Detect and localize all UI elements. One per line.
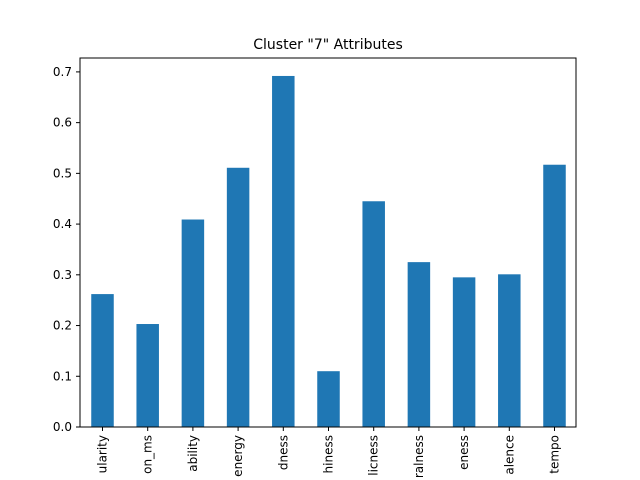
chart-title: Cluster "7" Attributes — [253, 37, 403, 53]
y-tick-label: 0.6 — [53, 116, 72, 130]
x-tick-label: ularity — [96, 435, 110, 473]
bar-hiness — [317, 371, 340, 427]
y-tick-label: 0.7 — [53, 65, 72, 79]
x-tick-label: ralness — [412, 435, 426, 478]
bar-eness — [452, 277, 476, 427]
y-tick-label: 0.2 — [53, 319, 72, 333]
y-axis: 0.0 0.1 0.2 0.3 0.4 0.5 0.6 0.7 — [53, 65, 80, 434]
x-tick-label: tempo — [548, 435, 562, 474]
y-tick-label: 0.0 — [53, 420, 72, 434]
bar-ralness — [407, 262, 431, 427]
y-tick-label: 0.1 — [53, 369, 72, 383]
x-tick-label: licness — [367, 435, 381, 476]
x-tick-label: dness — [276, 435, 290, 470]
x-tick-label: on_ms — [141, 435, 155, 474]
plot-frame — [79, 57, 577, 428]
x-tick-label: alence — [502, 435, 516, 475]
y-tick-label: 0.4 — [53, 217, 72, 231]
x-tick-label: hiness — [322, 435, 336, 473]
bar-on_ms — [136, 324, 159, 427]
bar-dness — [272, 75, 295, 428]
y-tick-label: 0.3 — [53, 268, 72, 282]
y-tick-label: 0.5 — [53, 166, 72, 180]
bar-tempo — [543, 164, 566, 428]
x-tick-label: energy — [231, 435, 245, 477]
bar-ability — [181, 219, 205, 427]
bar-licness — [362, 201, 385, 427]
x-axis: ularity on_ms ability energy dness hiness licn… — [96, 427, 562, 478]
bar-alence — [498, 274, 521, 427]
x-tick-label: ability — [186, 435, 200, 472]
x-tick-label: eness — [457, 435, 471, 470]
bar-ularity — [91, 294, 114, 427]
bar-energy — [226, 167, 250, 427]
bars-group — [91, 75, 566, 428]
